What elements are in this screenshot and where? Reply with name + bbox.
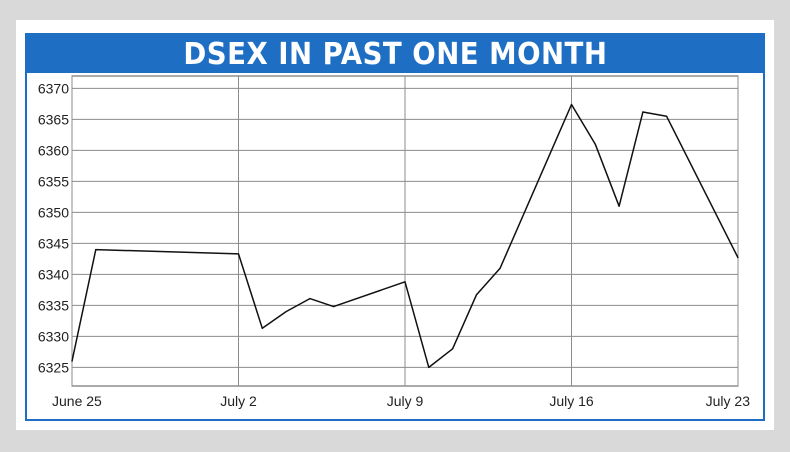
y-tick-label: 6335 xyxy=(38,297,69,313)
x-tick-label: June 25 xyxy=(52,393,102,409)
dsex-series-line xyxy=(71,103,739,369)
y-tick-label: 6325 xyxy=(38,359,69,375)
chart-title: DSEX IN PAST ONE MONTH xyxy=(183,36,607,72)
x-tick-label: July 23 xyxy=(706,393,751,409)
y-tick-label: 6365 xyxy=(38,111,69,127)
data-point xyxy=(71,360,73,362)
y-tick-label: 6355 xyxy=(38,173,69,189)
title-bar: DSEX IN PAST ONE MONTH xyxy=(27,35,763,73)
y-tick-label: 6350 xyxy=(38,204,69,220)
x-tick-label: July 16 xyxy=(549,393,594,409)
y-tick-label: 6370 xyxy=(38,80,69,96)
data-point xyxy=(95,249,97,251)
data-point xyxy=(570,103,573,106)
x-tick-label: July 2 xyxy=(220,393,257,409)
data-point xyxy=(237,253,240,255)
data-point xyxy=(666,115,668,117)
data-point xyxy=(499,267,501,269)
data-point xyxy=(309,297,311,300)
data-point xyxy=(737,257,739,259)
data-point xyxy=(618,205,620,207)
data-point xyxy=(285,311,287,313)
y-tick-label: 6345 xyxy=(38,235,69,251)
data-point xyxy=(475,294,477,296)
data-point xyxy=(594,143,596,145)
data-point xyxy=(333,306,335,308)
data-point xyxy=(451,348,454,350)
x-tick-label: July 9 xyxy=(387,393,424,409)
data-point xyxy=(261,327,263,329)
y-tick-label: 6360 xyxy=(38,142,69,158)
chart-frame: DSEX IN PAST ONE MONTH xyxy=(25,33,765,421)
y-tick-label: 6330 xyxy=(38,328,69,344)
data-point xyxy=(428,366,430,368)
data-point xyxy=(642,111,644,113)
y-tick-label: 6340 xyxy=(38,266,69,282)
data-point xyxy=(404,281,406,283)
